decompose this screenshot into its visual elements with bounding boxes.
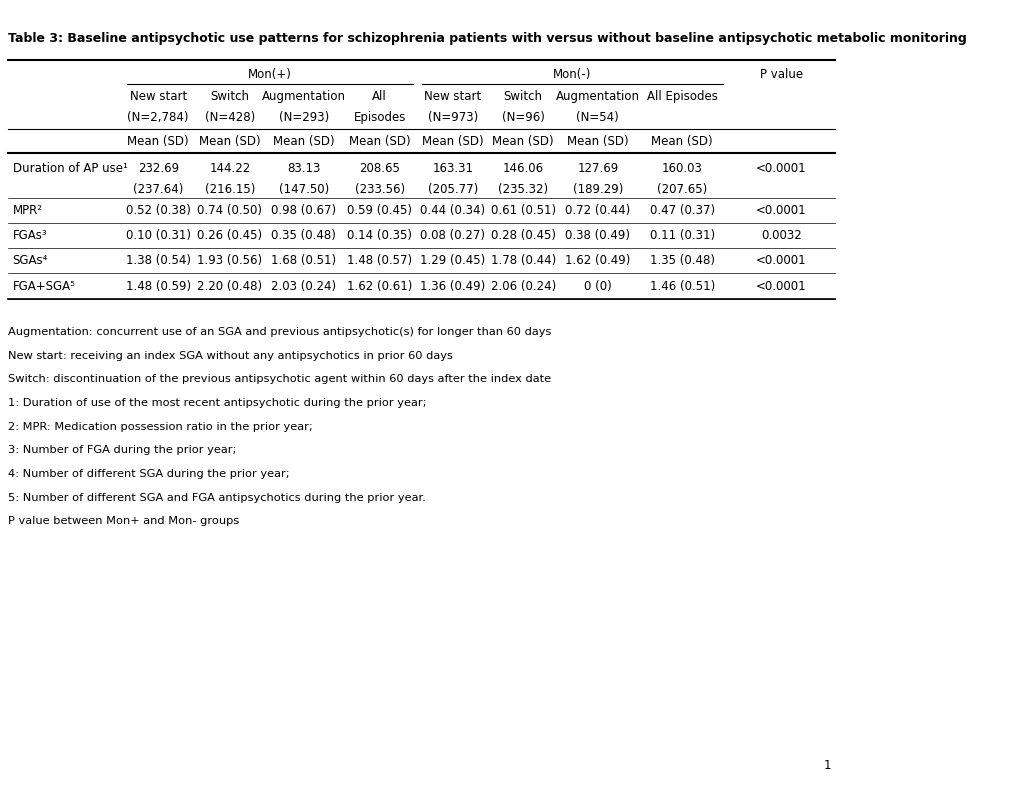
Text: (N=293): (N=293): [278, 111, 328, 124]
Text: 4: Number of different SGA during the prior year;: 4: Number of different SGA during the pr…: [8, 469, 289, 479]
Text: Switch: Switch: [503, 91, 542, 103]
Text: (189.29): (189.29): [572, 183, 623, 195]
Text: (N=428): (N=428): [205, 111, 255, 124]
Text: 1.68 (0.51): 1.68 (0.51): [271, 255, 336, 267]
Text: P value between Mon+ and Mon- groups: P value between Mon+ and Mon- groups: [8, 516, 239, 526]
Text: <0.0001: <0.0001: [755, 255, 806, 267]
Text: Mean (SD): Mean (SD): [273, 135, 334, 147]
Text: (N=973): (N=973): [427, 111, 477, 124]
Text: Mean (SD): Mean (SD): [567, 135, 628, 147]
Text: 163.31: 163.31: [432, 162, 473, 175]
Text: Mean (SD): Mean (SD): [199, 135, 261, 147]
Text: New start: New start: [129, 91, 186, 103]
Text: MPR²: MPR²: [12, 204, 43, 217]
Text: 5: Number of different SGA and FGA antipsychotics during the prior year.: 5: Number of different SGA and FGA antip…: [8, 492, 426, 503]
Text: (N=2,784): (N=2,784): [127, 111, 189, 124]
Text: 2: MPR: Medication possession ratio in the prior year;: 2: MPR: Medication possession ratio in t…: [8, 422, 313, 432]
Text: 1.48 (0.59): 1.48 (0.59): [125, 280, 191, 292]
Text: 1.62 (0.61): 1.62 (0.61): [346, 280, 412, 292]
Text: 0.08 (0.27): 0.08 (0.27): [420, 229, 485, 242]
Text: Mon(+): Mon(+): [248, 68, 291, 80]
Text: Augmentation: concurrent use of an SGA and previous antipsychotic(s) for longer : Augmentation: concurrent use of an SGA a…: [8, 327, 551, 337]
Text: 1: 1: [823, 760, 830, 772]
Text: 0.26 (0.45): 0.26 (0.45): [198, 229, 262, 242]
Text: SGAs⁴: SGAs⁴: [12, 255, 48, 267]
Text: (N=54): (N=54): [576, 111, 619, 124]
Text: New start: New start: [424, 91, 481, 103]
Text: Switch: Switch: [210, 91, 250, 103]
Text: 0.35 (0.48): 0.35 (0.48): [271, 229, 336, 242]
Text: Duration of AP use¹: Duration of AP use¹: [12, 162, 127, 175]
Text: <0.0001: <0.0001: [755, 204, 806, 217]
Text: Mon(-): Mon(-): [553, 68, 591, 80]
Text: <0.0001: <0.0001: [755, 280, 806, 292]
Text: (216.15): (216.15): [205, 183, 255, 195]
Text: 0.28 (0.45): 0.28 (0.45): [490, 229, 555, 242]
Text: 0.72 (0.44): 0.72 (0.44): [565, 204, 630, 217]
Text: 0.47 (0.37): 0.47 (0.37): [649, 204, 714, 217]
Text: 1.29 (0.45): 1.29 (0.45): [420, 255, 485, 267]
Text: 0.0032: 0.0032: [760, 229, 801, 242]
Text: Switch: discontinuation of the previous antipsychotic agent within 60 days after: Switch: discontinuation of the previous …: [8, 374, 551, 385]
Text: (237.64): (237.64): [132, 183, 183, 195]
Text: Mean (SD): Mean (SD): [422, 135, 483, 147]
Text: All: All: [372, 91, 387, 103]
Text: 0.11 (0.31): 0.11 (0.31): [649, 229, 714, 242]
Text: Mean (SD): Mean (SD): [127, 135, 189, 147]
Text: 208.65: 208.65: [359, 162, 399, 175]
Text: FGA+SGA⁵: FGA+SGA⁵: [12, 280, 75, 292]
Text: 0.10 (0.31): 0.10 (0.31): [125, 229, 191, 242]
Text: 1: Duration of use of the most recent antipsychotic during the prior year;: 1: Duration of use of the most recent an…: [8, 398, 427, 408]
Text: <0.0001: <0.0001: [755, 162, 806, 175]
Text: 2.06 (0.24): 2.06 (0.24): [490, 280, 555, 292]
Text: FGAs³: FGAs³: [12, 229, 47, 242]
Text: 0.98 (0.67): 0.98 (0.67): [271, 204, 336, 217]
Text: (233.56): (233.56): [355, 183, 405, 195]
Text: Table 3: Baseline antipsychotic use patterns for schizophrenia patients with ver: Table 3: Baseline antipsychotic use patt…: [8, 32, 966, 44]
Text: 232.69: 232.69: [138, 162, 178, 175]
Text: 0.59 (0.45): 0.59 (0.45): [346, 204, 412, 217]
Text: Mean (SD): Mean (SD): [651, 135, 712, 147]
Text: Mean (SD): Mean (SD): [348, 135, 410, 147]
Text: 1.78 (0.44): 1.78 (0.44): [490, 255, 555, 267]
Text: All Episodes: All Episodes: [646, 91, 717, 103]
Text: (147.50): (147.50): [278, 183, 328, 195]
Text: 1.46 (0.51): 1.46 (0.51): [649, 280, 714, 292]
Text: Augmentation: Augmentation: [555, 91, 639, 103]
Text: 1.48 (0.57): 1.48 (0.57): [346, 255, 412, 267]
Text: 83.13: 83.13: [286, 162, 320, 175]
Text: (235.32): (235.32): [497, 183, 547, 195]
Text: Augmentation: Augmentation: [262, 91, 345, 103]
Text: 127.69: 127.69: [577, 162, 618, 175]
Text: 0.61 (0.51): 0.61 (0.51): [490, 204, 555, 217]
Text: 1.35 (0.48): 1.35 (0.48): [649, 255, 714, 267]
Text: 146.06: 146.06: [502, 162, 543, 175]
Text: 0.14 (0.35): 0.14 (0.35): [346, 229, 412, 242]
Text: 2.20 (0.48): 2.20 (0.48): [198, 280, 262, 292]
Text: 3: Number of FGA during the prior year;: 3: Number of FGA during the prior year;: [8, 445, 236, 455]
Text: 0.44 (0.34): 0.44 (0.34): [420, 204, 485, 217]
Text: 144.22: 144.22: [209, 162, 251, 175]
Text: (207.65): (207.65): [656, 183, 707, 195]
Text: 0.74 (0.50): 0.74 (0.50): [198, 204, 262, 217]
Text: 1.36 (0.49): 1.36 (0.49): [420, 280, 485, 292]
Text: 160.03: 160.03: [661, 162, 702, 175]
Text: 1.62 (0.49): 1.62 (0.49): [565, 255, 630, 267]
Text: New start: receiving an index SGA without any antipsychotics in prior 60 days: New start: receiving an index SGA withou…: [8, 351, 452, 361]
Text: (N=96): (N=96): [501, 111, 544, 124]
Text: Episodes: Episodes: [354, 111, 406, 124]
Text: 0.52 (0.38): 0.52 (0.38): [125, 204, 191, 217]
Text: 2.03 (0.24): 2.03 (0.24): [271, 280, 336, 292]
Text: 1.38 (0.54): 1.38 (0.54): [125, 255, 191, 267]
Text: P value: P value: [759, 68, 802, 80]
Text: Mean (SD): Mean (SD): [492, 135, 553, 147]
Text: 0 (0): 0 (0): [584, 280, 611, 292]
Text: 1.93 (0.56): 1.93 (0.56): [198, 255, 262, 267]
Text: (205.77): (205.77): [427, 183, 477, 195]
Text: 0.38 (0.49): 0.38 (0.49): [565, 229, 630, 242]
